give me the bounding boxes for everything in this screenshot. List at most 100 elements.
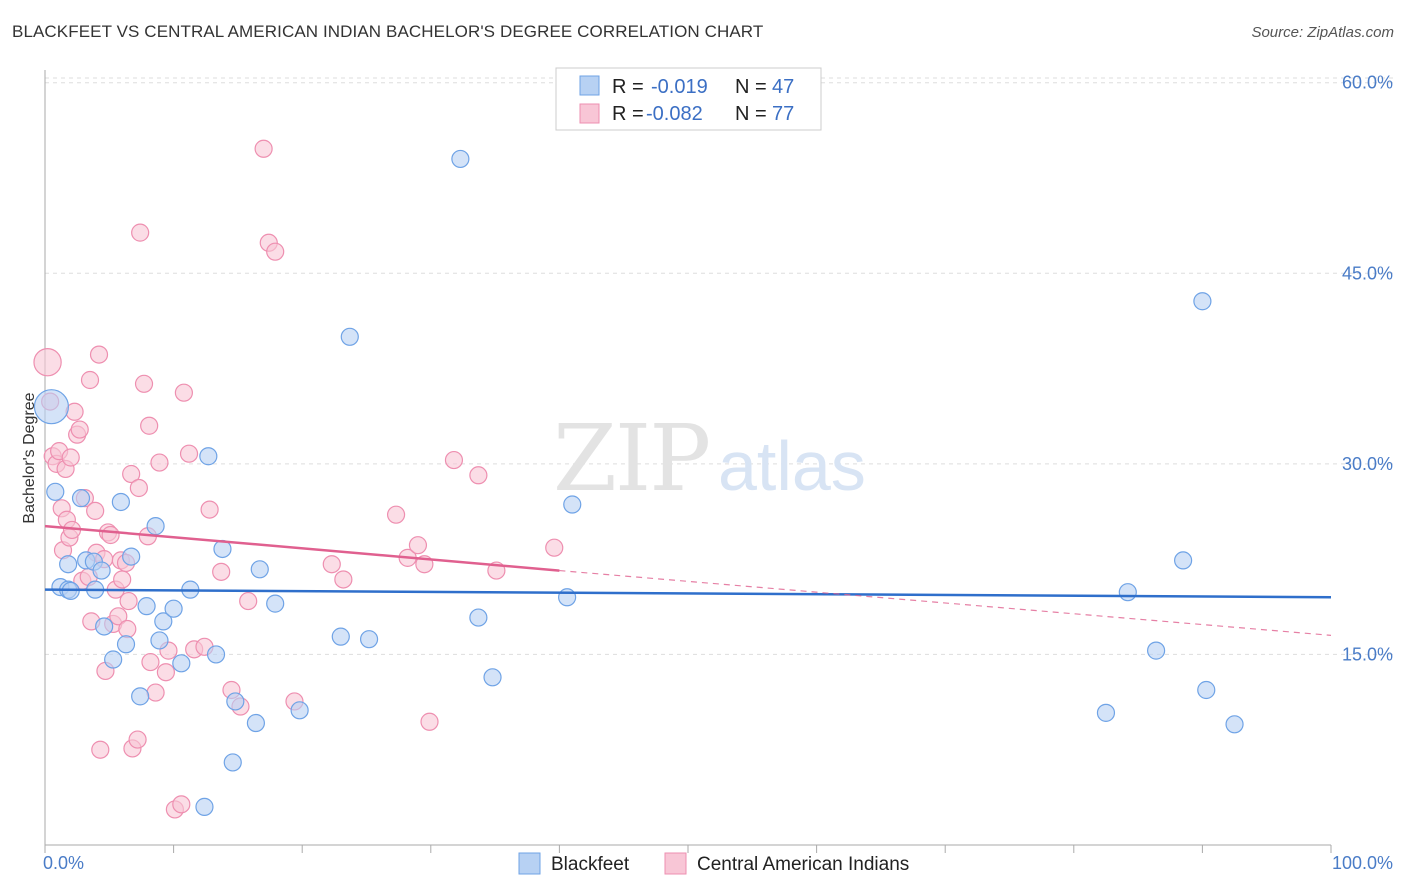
gridlines [45,77,1393,655]
blackfeet-point-25 [199,447,218,466]
central-american-indians-point-30 [109,607,128,626]
blackfeet-point-38 [469,608,488,627]
central-american-indians-point-56 [212,562,231,581]
legend-box: R = -0.019 N = 47 R = -0.082 N = 77 [555,67,822,131]
central-american-indians-point-72 [469,466,488,485]
central-american-indians-point-50 [172,795,191,814]
central-american-indians-point-68 [408,536,428,555]
blackfeet-point-16 [131,687,150,706]
blackfeet-point-30 [246,713,266,733]
blackfeet-point-26 [206,645,226,664]
central-american-indians-point-22 [89,345,109,364]
blackfeet-point-39 [483,668,502,687]
central-american-indians-point-70 [420,712,439,731]
blackfeet-point-32 [266,594,285,613]
blackfeet-point-4 [59,555,78,574]
trend-line-central-american-indians-extension [559,569,1332,636]
legend-swatch-central-american-indians [579,103,600,124]
blackfeet-point-46 [1193,292,1212,311]
central-american-indians-point-40 [131,223,150,242]
blackfeet-point-15 [122,547,141,566]
x-tick-label-max: 100.0% [1332,853,1393,873]
y-tick-label-60: 60.0% [1342,73,1393,93]
series-blackfeet-points [33,149,1244,816]
chart-source: Source: ZipAtlas.com [1251,24,1394,41]
central-american-indians-point-55 [200,500,219,519]
blackfeet-point-35 [340,327,359,346]
central-american-indians-point-46 [150,453,169,472]
x-tick-label-min: 0.0% [43,853,84,873]
blackfeet-point-21 [164,599,183,618]
central-american-indians-point-47 [156,663,175,682]
legend-frame [555,67,822,131]
blackfeet-point-43 [1118,583,1137,602]
blackfeet-point-17 [137,597,156,616]
central-american-indians-point-71 [444,450,464,470]
bottom-legend-swatch-blackfeet [518,852,541,875]
central-american-indians-point-35 [119,591,138,611]
central-american-indians-point-51 [174,383,193,402]
central-american-indians-point-34 [118,619,137,639]
central-american-indians-point-43 [140,416,159,435]
legend-n-label-central-american-indians: N = [735,103,767,125]
blackfeet-point-34 [331,627,350,646]
central-american-indians-point-41 [134,374,154,393]
trend-line-blackfeet [44,588,1332,599]
watermark-atlas: atlas [718,427,866,505]
blackfeet-point-29 [226,692,245,711]
watermark-zip: ZIP [553,405,709,512]
central-american-indians-point-65 [334,570,353,589]
central-american-indians-point-45 [146,683,165,702]
bottom-legend: Blackfeet Central American Indians [518,852,909,875]
bottom-legend-swatch-central-american-indians [664,852,687,875]
blackfeet-point-45 [1174,551,1193,570]
blackfeet-point-10 [92,561,111,580]
legend-r-label-blackfeet: R = [612,76,644,98]
legend-n-value-central-american-indians: 77 [772,103,794,125]
central-american-indians-point-74 [545,538,564,557]
legend-r-value-central-american-indians: -0.082 [646,103,703,125]
legend-r-value-blackfeet: -0.019 [651,76,708,98]
x-ticks [44,845,1332,853]
bottom-legend-label-blackfeet: Blackfeet [551,854,630,875]
central-american-indians-point-23 [91,740,110,759]
central-american-indians-point-62 [266,242,285,261]
central-american-indians-point-38 [128,730,147,749]
y-tick-label-30: 30.0% [1342,454,1393,474]
bottom-legend-label-central-american-indians: Central American Indians [697,854,909,875]
blackfeet-point-37 [451,149,470,169]
central-american-indians-point-64 [322,555,341,574]
blackfeet-point-22 [172,654,191,673]
legend-swatch-blackfeet [579,75,600,96]
chart-title: BLACKFEET VS CENTRAL AMERICAN INDIAN BAC… [12,22,764,41]
blackfeet-point-48 [1225,715,1244,734]
trend-line-central-american-indians [44,524,560,572]
central-american-indians-point-10 [61,448,80,467]
central-american-indians-point-27 [101,525,120,545]
central-american-indians-point-66 [386,505,406,524]
blackfeet-point-13 [111,492,130,512]
blackfeet-point-6 [71,489,91,508]
blackfeet-point-40 [558,588,577,607]
legend-n-label-blackfeet: N = [735,76,767,98]
central-american-indians-point-18 [80,370,100,390]
y-tick-label-15: 15.0% [1342,644,1393,664]
blackfeet-point-12 [104,650,123,669]
trend-lines [44,524,1332,636]
blackfeet-point-42 [1096,703,1116,722]
blackfeet-point-47 [1197,680,1216,700]
central-american-indians-point-59 [239,591,258,611]
central-american-indians-point-14 [70,420,89,439]
blackfeet-point-41 [563,495,582,514]
blackfeet-point-18 [146,517,165,536]
central-american-indians-point-0 [33,348,62,377]
blackfeet-point-20 [154,612,173,631]
y-axis-label: Bachelor's Degree [21,392,38,523]
central-american-indians-point-39 [129,478,148,498]
y-tick-labels: 15.0% 30.0% 45.0% 60.0% [1342,73,1393,665]
central-american-indians-point-20 [86,501,105,520]
blackfeet-point-24 [195,797,214,816]
blackfeet-point-14 [116,635,136,654]
central-american-indians-point-32 [113,570,132,589]
